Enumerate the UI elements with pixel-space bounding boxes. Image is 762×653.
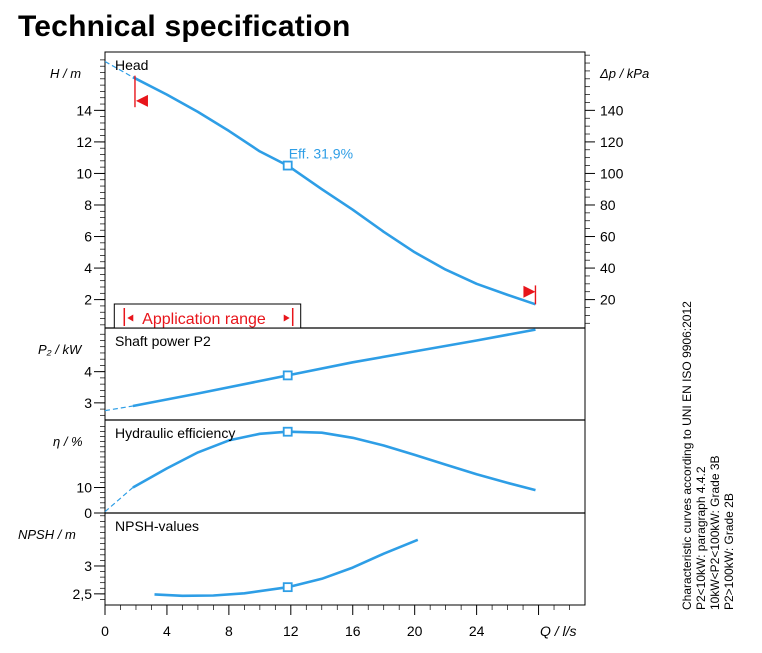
y-axis-label-shaft-power: P₂ / kW <box>38 342 83 357</box>
standards-note-line: P2<10kW: paragraph 4.4.2 <box>694 466 708 610</box>
curves <box>104 60 537 598</box>
x-tick-label: 4 <box>163 623 171 639</box>
range-arrow-left <box>127 314 134 322</box>
y-tick-label: 4 <box>84 260 92 276</box>
right-limit-marker <box>523 285 536 298</box>
x-tick-label: 8 <box>225 623 233 639</box>
y-tick-label: 8 <box>84 197 92 213</box>
curve-extension-head <box>104 60 134 78</box>
x-axis-label: Q / l/s <box>540 623 577 639</box>
y-tick-label: 3 <box>84 395 92 411</box>
panel-title-head: Head <box>115 57 148 73</box>
y-axis-label-head: H / m <box>50 66 81 81</box>
x-tick-label: 12 <box>283 623 299 639</box>
right-tick-label: 20 <box>600 292 616 308</box>
right-tick-label: 60 <box>600 229 616 245</box>
panel-title-shaft-power: Shaft power P2 <box>115 333 211 349</box>
operating-point-shaft-power <box>282 370 293 381</box>
y-tick-label: 6 <box>84 229 92 245</box>
y-tick-label: 3 <box>84 558 92 574</box>
panel-title-npsh: NPSH-values <box>115 518 199 534</box>
axis-ticks <box>94 54 595 615</box>
y-tick-label: 0 <box>84 505 92 521</box>
curve-head <box>132 76 536 306</box>
operating-point-npsh <box>282 582 293 593</box>
curve-extension-shaft-power <box>104 405 133 412</box>
right-tick-label: 120 <box>600 134 624 150</box>
x-tick-label: 0 <box>101 623 109 639</box>
curve-hydraulic-efficiency <box>132 430 536 492</box>
y-tick-label: 12 <box>76 134 92 150</box>
right-tick-label: 140 <box>600 102 624 118</box>
right-axis-label: Δp / kPa <box>599 66 649 81</box>
y-tick-label: 10 <box>76 480 92 496</box>
y-tick-label: 14 <box>76 102 92 118</box>
standards-note-line: 10kW<P2<100kW: Grade 3B <box>708 455 722 610</box>
y-axis-label-hydraulic-efficiency: η / % <box>53 434 83 449</box>
x-tick-label: 24 <box>469 623 485 639</box>
operating-point-hydraulic-efficiency <box>282 426 293 437</box>
y-tick-label: 2 <box>84 292 92 308</box>
curve-extension-hydraulic-efficiency <box>104 487 134 513</box>
curve-shaft-power <box>132 328 536 408</box>
standards-note-line: P2>100kW: Grade 2B <box>722 493 736 610</box>
x-tick-label: 20 <box>407 623 423 639</box>
y-tick-label: 10 <box>76 165 92 181</box>
application-range-label: Application range <box>142 311 266 328</box>
left-limit-marker <box>135 94 148 107</box>
efficiency-annotation: Eff. 31,9% <box>289 146 353 162</box>
right-tick-label: 80 <box>600 197 616 213</box>
operating-point-head <box>282 160 293 171</box>
panel-title-hydraulic-efficiency: Hydraulic efficiency <box>115 425 235 441</box>
chart-frame <box>104 51 586 606</box>
standards-note-line: Characteristic curves according to UNI E… <box>680 301 694 610</box>
page-title: Technical specification <box>18 10 351 43</box>
right-tick-label: 40 <box>600 260 616 276</box>
y-tick-label: 2,5 <box>73 586 93 602</box>
x-tick-label: 16 <box>345 623 361 639</box>
right-tick-label: 100 <box>600 165 624 181</box>
application-range-box <box>113 303 302 329</box>
range-arrow-right <box>283 314 290 322</box>
y-tick-label: 4 <box>84 364 92 380</box>
y-axis-label-npsh: NPSH / m <box>18 527 76 542</box>
